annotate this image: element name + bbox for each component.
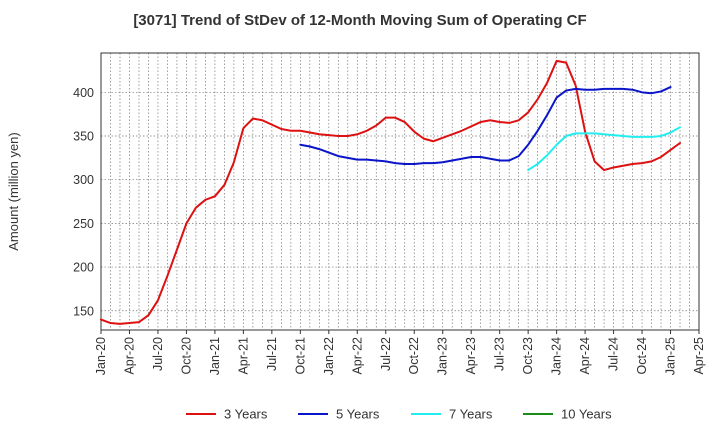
- x-tick-label: Jul-22: [379, 337, 393, 371]
- plot-area: [100, 52, 700, 331]
- x-tick-label: Jul-23: [493, 337, 507, 371]
- x-tick-label: Jan-21: [208, 337, 222, 375]
- x-tick-label: Jul-24: [607, 337, 621, 371]
- series-line-7-years: [527, 126, 682, 172]
- x-tick-label: Apr-24: [578, 337, 592, 375]
- x-tick-label: Apr-23: [464, 337, 478, 375]
- x-tick-label: Jan-20: [94, 337, 108, 375]
- y-tick-label: 250: [73, 217, 94, 231]
- x-tick-label: Apr-21: [236, 337, 250, 375]
- legend: 3 Years 5 Years 7 Years 10 Years: [186, 407, 612, 422]
- y-tick-label: 150: [73, 304, 94, 318]
- x-axis-ticks: Jan-20 Apr-20 Jul-20 Oct-20 Jan-21 Apr-21 Jul-…: [94, 330, 706, 375]
- x-tick-label: Apr-20: [122, 337, 136, 375]
- x-tick-label: Jul-21: [265, 337, 279, 371]
- series-line-5-years: [299, 86, 672, 165]
- x-tick-label: Jan-24: [550, 337, 564, 375]
- y-tick-label: 400: [73, 86, 94, 100]
- y-axis-label: Amount (million yen): [6, 132, 21, 251]
- y-tick-label: 200: [73, 261, 94, 275]
- x-tick-label: Oct-21: [293, 337, 307, 375]
- legend-label-5-years: 5 Years: [336, 407, 380, 422]
- x-tick-label: Apr-22: [350, 337, 364, 375]
- x-tick-label: Oct-20: [179, 337, 193, 375]
- series-line-3-years: [100, 59, 682, 325]
- series-lines: [100, 59, 682, 325]
- x-tick-label: Jan-25: [664, 337, 678, 375]
- legend-label-3-years: 3 Years: [224, 407, 268, 422]
- x-tick-label: Jul-20: [151, 337, 165, 371]
- x-tick-label: Oct-22: [407, 337, 421, 375]
- x-tick-label: Jan-23: [436, 337, 450, 375]
- x-tick-label: Oct-24: [635, 337, 649, 375]
- x-tick-label: Oct-23: [521, 337, 535, 375]
- y-axis-ticks: 150 200 250 300 350 400: [73, 86, 94, 318]
- legend-label-7-years: 7 Years: [449, 407, 493, 422]
- x-tick-label: Apr-25: [692, 337, 706, 375]
- legend-label-10-years: 10 Years: [561, 407, 612, 422]
- grid-lines: [101, 53, 699, 330]
- x-tick-label: Jan-22: [322, 337, 336, 375]
- chart-title: [3071] Trend of StDev of 12-Month Moving…: [133, 12, 587, 29]
- y-tick-label: 350: [73, 130, 94, 144]
- y-tick-label: 300: [73, 173, 94, 187]
